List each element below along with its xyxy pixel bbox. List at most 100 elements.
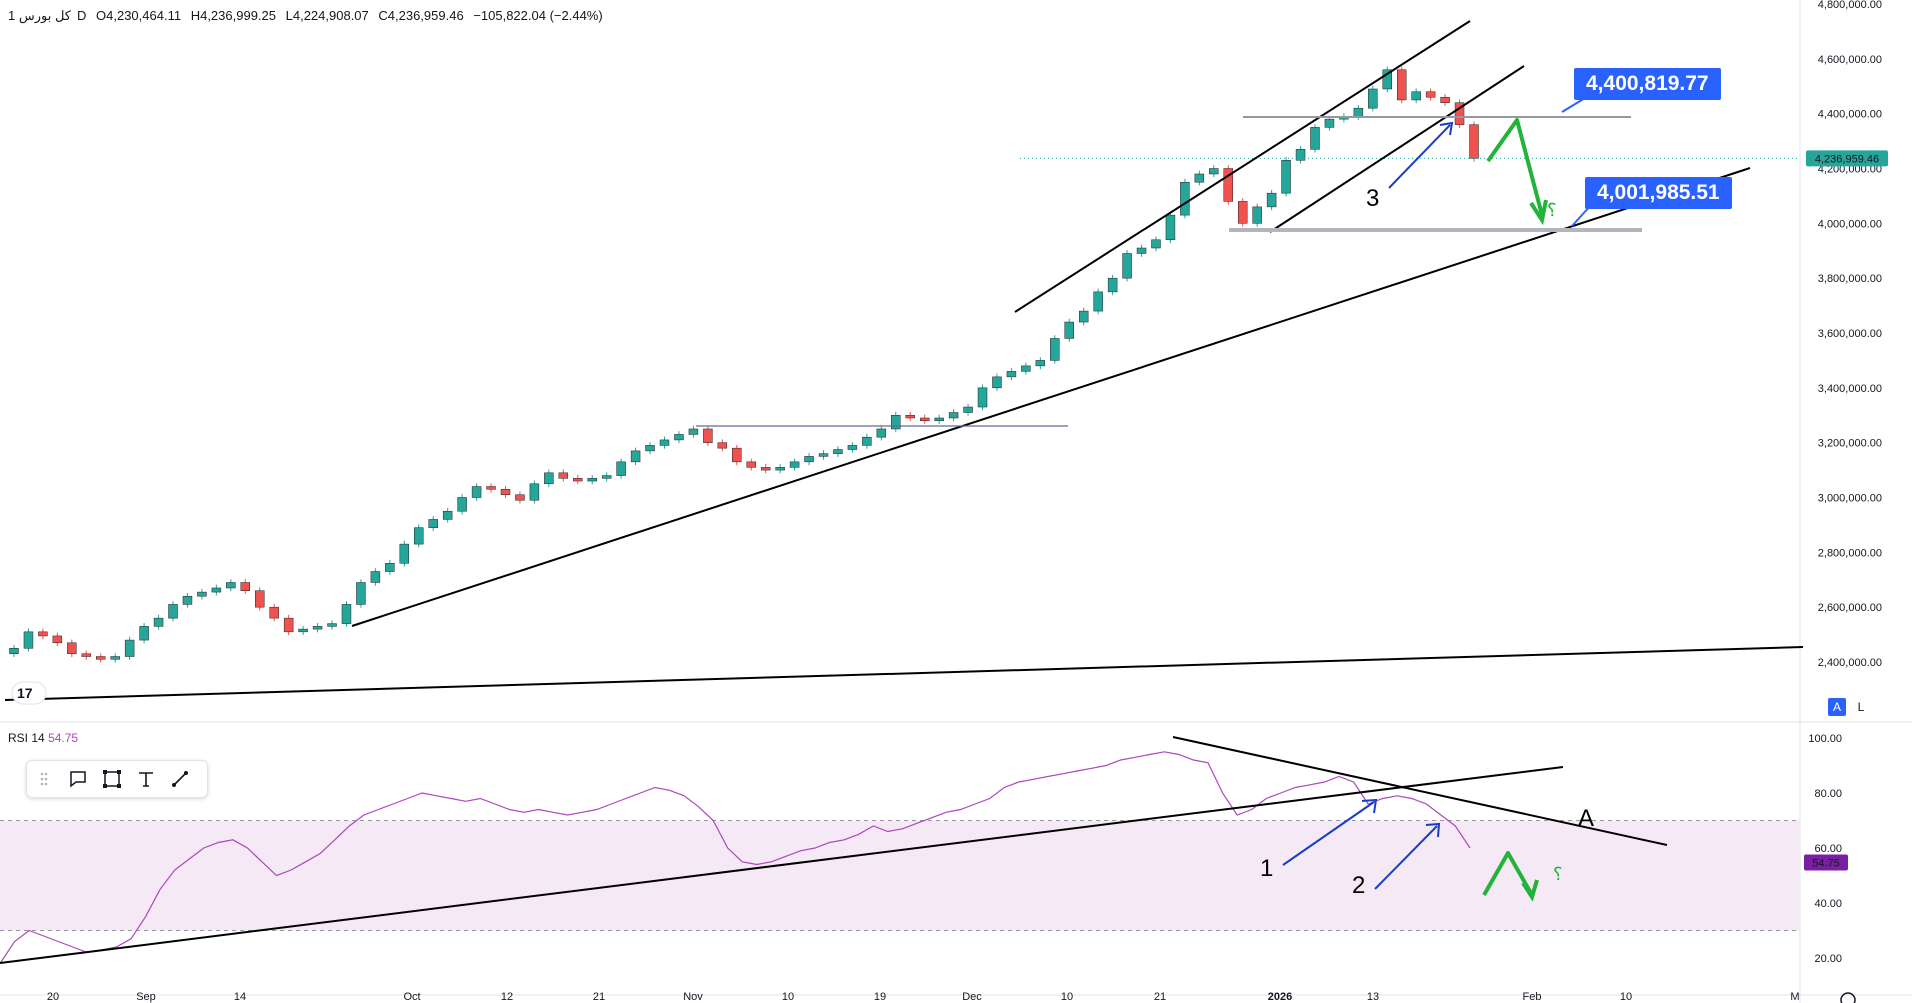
price-tick-label: 2,600,000.00 [1818,602,1882,614]
candle [67,639,77,658]
candle [1021,362,1031,375]
trendline-icon[interactable] [163,762,197,796]
candle [139,623,149,644]
candle-body [876,428,887,438]
high-value: H4,236,999.25 [190,8,276,23]
price-tick-label: 3,800,000.00 [1818,273,1882,285]
candle [977,384,988,411]
candle [515,491,525,504]
candle [1469,121,1479,162]
candle-body [818,453,829,457]
upper-target-badge[interactable]: 4,400,819.77 [1574,68,1721,100]
candle-body [298,628,308,633]
candle [153,614,164,630]
rsi-band [0,820,1800,931]
candle-body [9,648,19,655]
lower-target-badge[interactable]: 4,001,985.51 [1585,177,1732,209]
blue-arrow-3 [1388,124,1451,189]
candle-body [327,623,337,627]
candle-body [312,626,323,630]
candle-body [977,387,988,408]
rectangle-icon[interactable] [95,762,129,796]
candle-body [1064,321,1074,339]
candle-body [703,428,713,443]
callout-icon[interactable] [61,762,95,796]
candle [168,601,178,622]
candle [876,425,887,441]
auto-scale-button[interactable]: A [1828,698,1846,716]
rsi-header: RSI 14 54.75 [8,731,78,745]
rsi-tick-label: 20.00 [1814,953,1842,965]
candle [226,579,236,592]
green-rsi-arrow [1482,851,1534,896]
candle [746,458,756,471]
upper-badge-pointer [1561,97,1586,113]
candle [385,560,395,575]
candle [1324,115,1335,131]
candle [457,494,467,515]
time-tick-label: 21 [593,991,605,1003]
candle-body [23,631,34,649]
candle [298,625,308,636]
candle-body [1324,118,1335,128]
time-tick-label: M [1790,991,1799,1003]
time-tick-label: 10 [782,991,794,1003]
candle [717,439,728,452]
long-support-line [4,646,1804,701]
candle [847,442,858,453]
candle [573,475,583,485]
candle-body [919,417,930,421]
candle [1122,250,1132,282]
candle [1093,288,1103,315]
candle [23,628,34,652]
time-tick-label: 21 [1154,991,1166,1003]
blue-arrow-2 [1374,825,1438,890]
candle-body [1425,91,1436,98]
candle-body [67,642,77,655]
candle-body [1151,239,1161,249]
candle-body [515,494,525,501]
candle-body [471,486,482,498]
candle-body [789,461,800,468]
candle [919,414,930,425]
candle-body [81,653,92,657]
time-tick-label: 20 [47,991,59,1003]
candle-body [862,436,872,446]
log-scale-button[interactable]: L [1857,700,1865,714]
text-tool-icon[interactable] [129,762,163,796]
drag-handle-icon[interactable] [27,762,61,796]
candle [110,653,120,663]
price-tick-label: 4,400,000.00 [1818,109,1882,121]
candle-body [1021,365,1031,372]
candle [1310,124,1320,153]
interval-label[interactable]: 1D [8,8,87,23]
annotation-3: 3 [1366,185,1379,212]
candle [471,483,482,501]
candle-body [544,472,554,485]
rsi-name[interactable]: RSI [8,731,29,745]
rsi-period: 14 [31,731,45,745]
time-tick-label: 13 [1367,991,1379,1003]
green-rsi-arrowhead [1521,879,1539,902]
candle [1035,357,1046,370]
symbol-name[interactable]: کل بورس [18,8,71,23]
candle [1281,156,1291,197]
close-value: C4,236,959.46 [378,8,464,23]
candle [789,458,800,471]
question-mark-rsi: ؟ [1553,864,1563,884]
candle-body [457,497,467,512]
candle-body [847,445,858,450]
candle-body [659,439,670,446]
candle [948,409,959,422]
candle-body [1035,360,1046,367]
rsi-last-label: 54.75 [1812,857,1840,869]
candle-body [934,417,944,421]
candle-body [601,475,612,479]
candle-body [1281,160,1291,194]
time-tick-label: 12 [501,991,513,1003]
candle [486,483,496,493]
rsi-line [0,751,1471,964]
candle-body [1382,69,1392,90]
candle-body [139,626,149,641]
